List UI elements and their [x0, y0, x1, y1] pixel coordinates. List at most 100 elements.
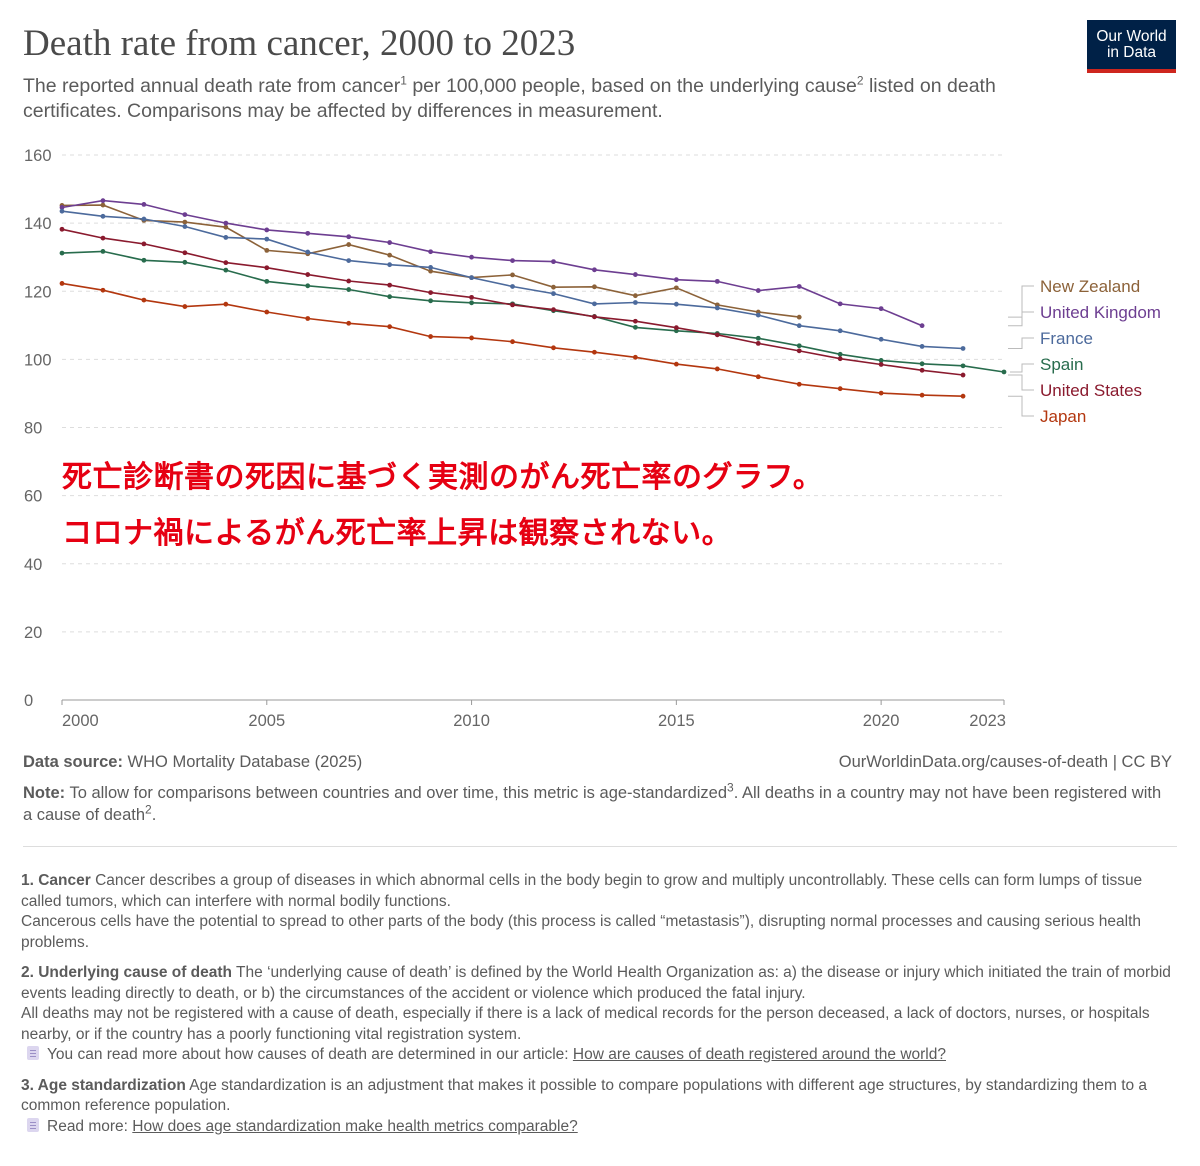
- data-point-united-kingdom-2015: [673, 277, 679, 283]
- credit-link[interactable]: OurWorldinData.org/causes-of-death | CC …: [838, 753, 1172, 771]
- data-point-france-2013: [592, 301, 597, 307]
- data-point-spain-2005: [264, 278, 270, 284]
- y-tick-label-80: 80: [24, 420, 42, 438]
- our-world-in-data-logo[interactable]: Our World in Data: [1087, 20, 1176, 73]
- data-point-spain-2017: [755, 335, 761, 341]
- data-point-japan-2013: [592, 349, 597, 355]
- y-tick-label-40: 40: [24, 556, 42, 574]
- data-point-united-states-2011: [510, 302, 515, 308]
- data-point-united-states-2008: [387, 282, 393, 288]
- footnote-underlying-cause: 2. Underlying cause of death The ‘underl…: [21, 964, 1171, 1063]
- x-tick-label-2005: 2005: [248, 712, 285, 730]
- data-point-united-kingdom-2011: [510, 258, 515, 263]
- data-point-spain-2018: [796, 343, 802, 349]
- data-point-united-kingdom-2003: [182, 212, 188, 218]
- data-point-spain-2022: [960, 363, 966, 369]
- data-point-united-states-2000: [59, 226, 65, 232]
- data-point-united-states-2017: [755, 340, 761, 346]
- article-link-causes-of-death[interactable]: How are causes of death registered aroun…: [572, 1046, 946, 1063]
- data-point-united-states-2005: [264, 265, 270, 271]
- y-tick-label-20: 20: [24, 624, 42, 642]
- data-point-united-kingdom-2000: [59, 205, 65, 210]
- data-point-united-kingdom-2021: [919, 323, 925, 329]
- data-point-united-states-2013: [592, 314, 597, 320]
- data-point-france-2002: [141, 216, 147, 222]
- divider: [23, 846, 1177, 847]
- y-tick-label-0: 0: [24, 692, 33, 710]
- data-point-japan-2012: [551, 345, 556, 351]
- data-point-france-2020: [878, 336, 884, 342]
- data-point-united-states-2021: [919, 367, 925, 373]
- data-point-new-zealand-2003: [182, 219, 188, 225]
- data-point-france-2021: [919, 344, 925, 349]
- data-point-france-2008: [387, 262, 393, 268]
- data-point-france-2005: [264, 236, 270, 242]
- data-point-new-zealand-2004: [223, 224, 229, 230]
- data-point-france-2010: [469, 275, 474, 281]
- data-point-new-zealand-2011: [510, 272, 515, 278]
- x-tick-label-2023: 2023: [969, 712, 1006, 730]
- data-point-spain-2020: [878, 357, 884, 363]
- data-point-japan-2003: [182, 304, 188, 309]
- data-point-spain-2004: [223, 267, 229, 273]
- data-point-united-states-2007: [346, 278, 352, 284]
- data-point-new-zealand-2014: [632, 293, 638, 299]
- series-line-united-kingdom: [61, 199, 923, 327]
- note: Note: To allow for comparisons between c…: [23, 780, 1162, 825]
- data-point-japan-2009: [428, 334, 434, 339]
- data-point-japan-2004: [223, 301, 229, 307]
- article-link-age-standardization[interactable]: How does age standardization make health…: [132, 1117, 578, 1135]
- legend-connector-spain: [1010, 363, 1034, 373]
- data-point-spain-2003: [182, 259, 188, 265]
- data-point-japan-2002: [141, 297, 147, 303]
- legend-connector-new-zealand: [1008, 285, 1034, 318]
- data-point-france-2000: [59, 208, 65, 214]
- data-point-new-zealand-2007: [346, 242, 352, 247]
- data-point-spain-2002: [141, 257, 147, 263]
- legend-connector-united-states: [1008, 374, 1034, 391]
- data-point-united-states-2020: [878, 362, 884, 367]
- legend-label-france: France: [1040, 329, 1093, 348]
- data-point-united-kingdom-2017: [755, 288, 761, 293]
- data-point-united-kingdom-2009: [428, 249, 434, 255]
- series-line-france: [61, 210, 964, 350]
- data-point-united-kingdom-2018: [796, 284, 802, 289]
- data-point-japan-2018: [796, 381, 802, 387]
- footnotes: 1. Cancer Cancer describes a group of di…: [21, 871, 1171, 1147]
- data-point-united-kingdom-2012: [551, 259, 556, 265]
- data-point-spain-2007: [346, 287, 352, 292]
- data-point-japan-2020: [878, 390, 884, 396]
- data-point-spain-2021: [919, 361, 925, 367]
- legend-connector-united-kingdom: [1008, 311, 1034, 327]
- data-point-united-kingdom-2016: [714, 278, 720, 284]
- data-point-spain-2023: [1001, 369, 1007, 375]
- data-point-japan-2015: [673, 361, 679, 367]
- data-point-united-states-2010: [469, 294, 474, 300]
- data-point-france-2018: [796, 323, 802, 329]
- legend-label-united-states: United States: [1040, 381, 1142, 400]
- series-line-spain: [61, 250, 1005, 373]
- data-point-france-2014: [632, 300, 638, 305]
- data-point-france-2015: [673, 301, 679, 307]
- data-point-spain-2009: [428, 298, 434, 304]
- data-point-spain-2014: [632, 324, 638, 330]
- data-point-japan-2011: [510, 339, 515, 345]
- overlay-annotation-line2: コロナ禍によるがん死亡率上昇は観察されない。: [62, 516, 733, 551]
- data-point-japan-2021: [919, 392, 925, 398]
- data-point-france-2016: [714, 305, 720, 311]
- data-point-new-zealand-2005: [264, 247, 270, 253]
- x-tick-label-2010: 2010: [453, 712, 490, 730]
- data-point-united-states-2006: [305, 272, 311, 277]
- data-point-united-kingdom-2006: [305, 230, 311, 236]
- data-point-united-states-2019: [837, 356, 843, 362]
- data-point-japan-2007: [346, 320, 352, 326]
- data-point-france-2022: [960, 346, 966, 351]
- data-point-united-states-2002: [141, 241, 147, 247]
- data-point-france-2004: [223, 235, 229, 240]
- data-point-united-states-2018: [796, 348, 802, 354]
- document-icon: [27, 1117, 39, 1132]
- data-point-france-2006: [305, 249, 311, 255]
- data-point-japan-2014: [632, 354, 638, 360]
- legend-label-new-zealand: New Zealand: [1040, 277, 1140, 296]
- data-point-france-2003: [182, 224, 188, 229]
